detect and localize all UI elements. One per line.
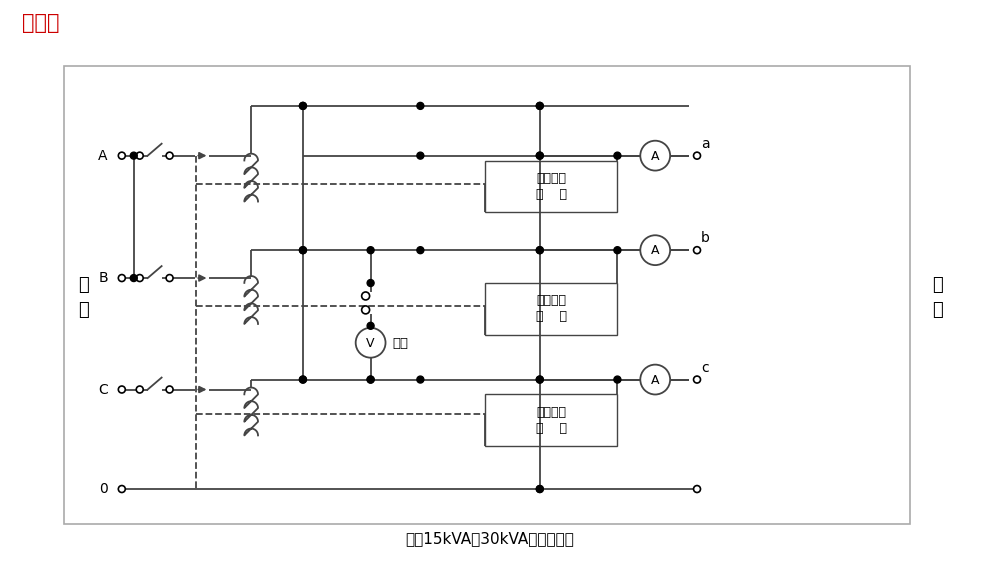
Circle shape [131, 152, 138, 159]
Circle shape [694, 247, 701, 253]
Circle shape [641, 235, 670, 265]
Bar [485, 161, 618, 213]
Circle shape [614, 247, 621, 253]
Text: B: B [98, 271, 108, 285]
Circle shape [119, 152, 126, 159]
Text: A: A [651, 150, 659, 162]
Circle shape [119, 275, 126, 282]
Circle shape [299, 247, 307, 253]
Circle shape [417, 247, 424, 253]
Circle shape [417, 152, 424, 159]
Text: 输出: 输出 [392, 337, 409, 350]
Text: 接线图: 接线图 [23, 13, 59, 33]
Circle shape [299, 376, 307, 383]
Bar [485, 395, 618, 446]
Circle shape [166, 275, 173, 282]
Text: 0: 0 [99, 482, 108, 496]
Circle shape [166, 152, 173, 159]
Circle shape [131, 275, 138, 282]
Circle shape [694, 486, 701, 492]
Circle shape [417, 376, 424, 383]
Circle shape [537, 376, 544, 383]
Circle shape [299, 247, 307, 253]
Circle shape [537, 247, 544, 253]
Circle shape [361, 306, 369, 314]
Circle shape [537, 103, 544, 109]
Text: 输: 输 [933, 276, 943, 294]
Text: 电    路: 电 路 [536, 310, 566, 323]
Circle shape [299, 376, 307, 383]
Text: c: c [701, 361, 709, 374]
Circle shape [137, 275, 144, 282]
Text: C: C [98, 382, 108, 396]
Circle shape [537, 152, 544, 159]
Text: 三相15kVA～30kVA电气原理图: 三相15kVA～30kVA电气原理图 [406, 531, 574, 546]
Circle shape [137, 152, 144, 159]
Circle shape [119, 386, 126, 393]
Circle shape [367, 279, 374, 286]
Circle shape [119, 486, 126, 492]
Bar [64, 66, 910, 524]
Text: 输: 输 [78, 276, 89, 294]
Text: A: A [98, 149, 108, 162]
Circle shape [537, 103, 544, 109]
Circle shape [166, 386, 173, 393]
Circle shape [537, 152, 544, 159]
Circle shape [137, 386, 144, 393]
Circle shape [614, 152, 621, 159]
Circle shape [537, 376, 544, 383]
Text: A: A [651, 374, 659, 386]
Circle shape [417, 103, 424, 109]
Text: a: a [701, 137, 710, 151]
Circle shape [537, 486, 544, 492]
Text: 取样控制: 取样控制 [537, 294, 566, 308]
Circle shape [694, 152, 701, 159]
Circle shape [367, 247, 374, 253]
Text: A: A [651, 244, 659, 257]
Bar [485, 283, 618, 335]
Text: b: b [701, 231, 710, 245]
Circle shape [537, 247, 544, 253]
Text: 出: 出 [933, 301, 943, 319]
Circle shape [367, 376, 374, 383]
Circle shape [299, 103, 307, 109]
Text: 取样控制: 取样控制 [537, 172, 566, 185]
Circle shape [537, 486, 544, 492]
Circle shape [367, 376, 374, 383]
Circle shape [361, 292, 369, 300]
Circle shape [367, 323, 374, 329]
Text: 入: 入 [78, 301, 89, 319]
Circle shape [299, 103, 307, 109]
Text: 电    路: 电 路 [536, 422, 566, 435]
Circle shape [694, 376, 701, 383]
Circle shape [355, 328, 385, 358]
Text: V: V [366, 337, 375, 350]
Circle shape [641, 141, 670, 170]
Circle shape [641, 365, 670, 395]
Text: 取样控制: 取样控制 [537, 406, 566, 419]
Text: 电    路: 电 路 [536, 188, 566, 201]
Circle shape [614, 376, 621, 383]
